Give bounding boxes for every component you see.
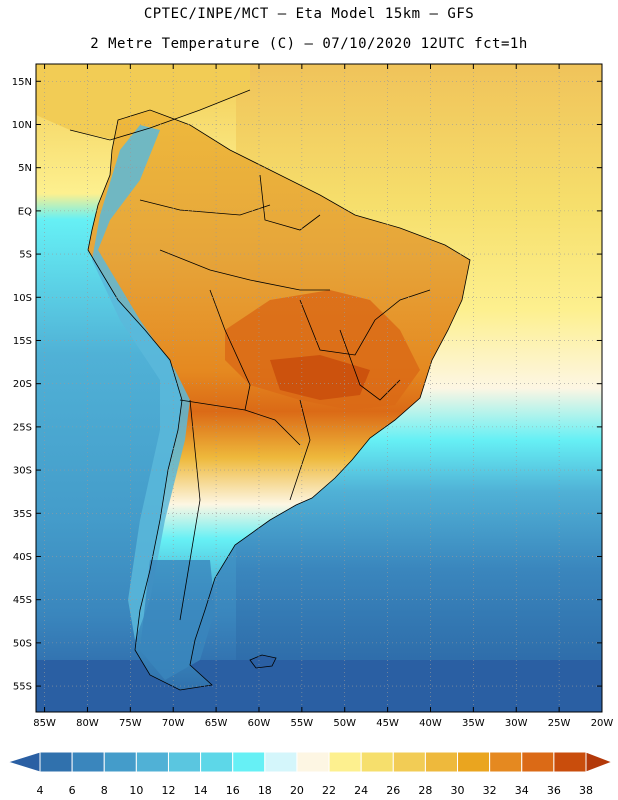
lat-label: 10S	[13, 293, 32, 304]
colorbar-box	[457, 751, 491, 773]
lat-label: 5S	[19, 250, 32, 261]
colorbar-tick-label: 32	[483, 784, 497, 797]
colorbar-box	[521, 751, 555, 773]
lat-label: 40S	[13, 552, 32, 563]
colorbar-box	[296, 751, 330, 773]
lat-label: 15N	[12, 77, 32, 88]
colorbar-box	[489, 751, 523, 773]
colorbar-tick-label: 12	[161, 784, 175, 797]
colorbar-tick-label: 20	[290, 784, 304, 797]
lat-label: 45S	[13, 595, 32, 606]
lon-label: 25W	[548, 718, 571, 729]
lat-label: 30S	[13, 466, 32, 477]
colorbar-box	[264, 751, 298, 773]
title-line-2: 2 Metre Temperature (C) – 07/10/2020 12U…	[90, 36, 528, 52]
lat-label: 25S	[13, 422, 32, 433]
lon-label: 50W	[333, 718, 356, 729]
patagonia-cold-region	[140, 560, 215, 680]
latitude-labels: 15N 10N 5N EQ 5S 10S 15S 20S 25S 30S 35S 40S 45S 50S 5…	[12, 77, 32, 693]
lon-label: 55W	[291, 718, 314, 729]
colorbar-box	[103, 751, 137, 773]
lon-label: 20W	[591, 718, 614, 729]
colorbar-tick-label: 22	[322, 784, 336, 797]
lat-label: EQ	[18, 206, 32, 217]
lat-label: 35S	[13, 509, 32, 520]
lon-label: 85W	[33, 718, 56, 729]
colorbar-tick-label: 10	[129, 784, 143, 797]
colorbar-tick-label: 4	[37, 784, 44, 797]
colorbar-tick-label: 18	[258, 784, 272, 797]
colorbar-high-arrow	[585, 751, 614, 773]
colorbar-tick-label: 36	[547, 784, 561, 797]
colorbar-box	[424, 751, 459, 773]
color-bar-labels: 4 6 8 10 12 14 16 18 20 22 24 26 28 30 32 34 36 38	[37, 784, 594, 797]
lon-label: 80W	[76, 718, 99, 729]
central-america	[36, 64, 250, 140]
colorbar-box	[360, 751, 394, 773]
falkland-islands	[249, 654, 277, 669]
axis-ticks	[36, 64, 603, 712]
colorbar-tick-label: 30	[451, 784, 465, 797]
lat-label: 5N	[18, 163, 32, 174]
colorbar-box	[71, 751, 105, 773]
colorbar-box	[200, 751, 234, 773]
lon-label: 35W	[462, 718, 485, 729]
lat-label: 20S	[13, 379, 32, 390]
country-borders	[69, 89, 471, 691]
lon-label: 30W	[505, 718, 528, 729]
lon-label: 70W	[162, 718, 185, 729]
lat-label: 10N	[12, 120, 32, 131]
lon-label: 75W	[119, 718, 142, 729]
colorbar-low-arrow	[6, 751, 41, 773]
colorbar-box	[392, 751, 426, 773]
lat-label: 50S	[13, 638, 32, 649]
map-frame	[35, 63, 603, 713]
lat-label: 15S	[13, 336, 32, 347]
color-bar-boxes	[6, 751, 614, 773]
longitude-labels: 85W 80W 75W 70W 65W 60W 55W 50W 45W 40W 35W 30W 25W 2…	[33, 718, 613, 729]
andes-cold-strip	[92, 125, 190, 640]
colorbar-box	[232, 751, 266, 773]
colorbar-box	[328, 751, 362, 773]
lon-label: 45W	[376, 718, 399, 729]
colorbar-tick-label: 26	[386, 784, 400, 797]
lat-label: 55S	[13, 682, 32, 693]
plot-area	[36, 64, 602, 712]
lon-label: 60W	[248, 718, 271, 729]
colorbar-tick-label: 16	[226, 784, 240, 797]
colorbar-tick-label: 24	[354, 784, 368, 797]
temperature-map: 15N 10N 5N EQ 5S 10S 15S 20S 25S 30S 35S 40S 45S 50S 5…	[12, 63, 613, 729]
colorbar-box	[39, 751, 73, 773]
colorbar-box	[135, 751, 169, 773]
colorbar-tick-label: 28	[418, 784, 432, 797]
colorbar-box	[167, 751, 202, 773]
colorbar-tick-label: 14	[194, 784, 208, 797]
lon-label: 40W	[419, 718, 442, 729]
colorbar-tick-label: 8	[101, 784, 108, 797]
colorbar-tick-label: 34	[515, 784, 529, 797]
lon-label: 65W	[205, 718, 228, 729]
colorbar-tick-label: 38	[579, 784, 593, 797]
south-america-landmass	[88, 110, 470, 690]
title-line-1: CPTEC/INPE/MCT – Eta Model 15km – GFS	[143, 6, 475, 22]
colorbar-box	[553, 751, 587, 773]
color-bar: 4 6 8 10 12 14 16 18 20 22 24 26 28 30 32 34 36 38	[6, 751, 614, 797]
colorbar-tick-label: 6	[69, 784, 76, 797]
